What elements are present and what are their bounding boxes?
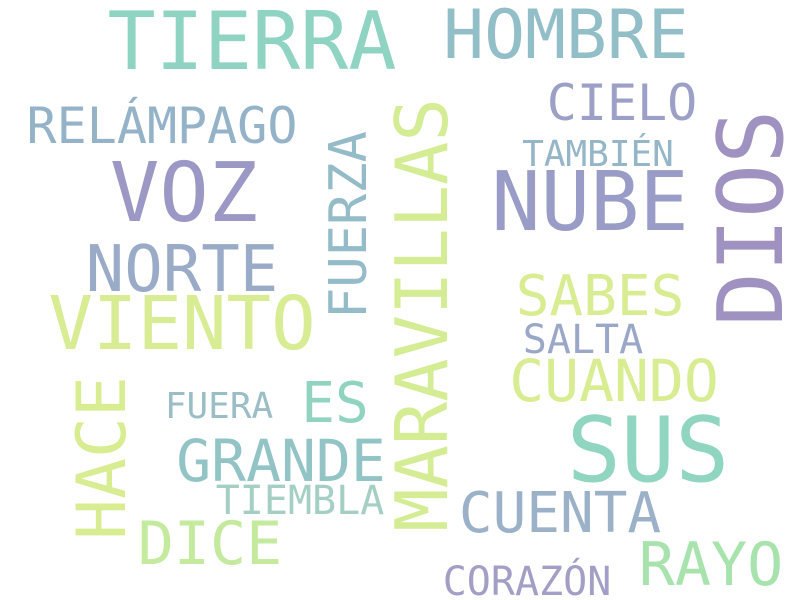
word-cuando: CUANDO — [509, 347, 719, 415]
word-nube: NUBE — [491, 155, 689, 250]
word-voz: VOZ — [109, 146, 259, 241]
word-cielo: CIELO — [546, 74, 698, 132]
word-dice: DICE — [137, 509, 283, 579]
word-tierra: TIERRA — [107, 0, 397, 88]
word-salta: SALTA — [522, 317, 644, 363]
word-relampago: RELÁMPAGO — [26, 97, 298, 155]
word-grande: GRANDE — [176, 427, 386, 495]
word-norte: NORTE — [85, 233, 279, 307]
word-sus: SUS — [566, 398, 730, 503]
word-tiembla: TIEMBLA — [215, 478, 385, 524]
word-corazon: CORAZÓN — [442, 559, 612, 600]
word-fuera: FUERA — [164, 386, 274, 427]
word-viento: VIENTO — [48, 281, 316, 367]
word-sabes: SABES — [515, 264, 685, 329]
word-fuerza: FUERZA — [319, 131, 379, 319]
word-dios: DIOS — [699, 109, 800, 327]
word-es: ES — [301, 371, 369, 436]
word-hace: HACE — [63, 376, 142, 540]
word-rayo: RAYO — [638, 530, 784, 600]
word-hombre: HOMBRE — [443, 0, 689, 75]
word-maravillas: MARAVILLAS — [380, 98, 464, 532]
word-tambien: TAMBIÉN — [522, 134, 674, 175]
word-cuenta: CUENTA — [458, 481, 662, 546]
